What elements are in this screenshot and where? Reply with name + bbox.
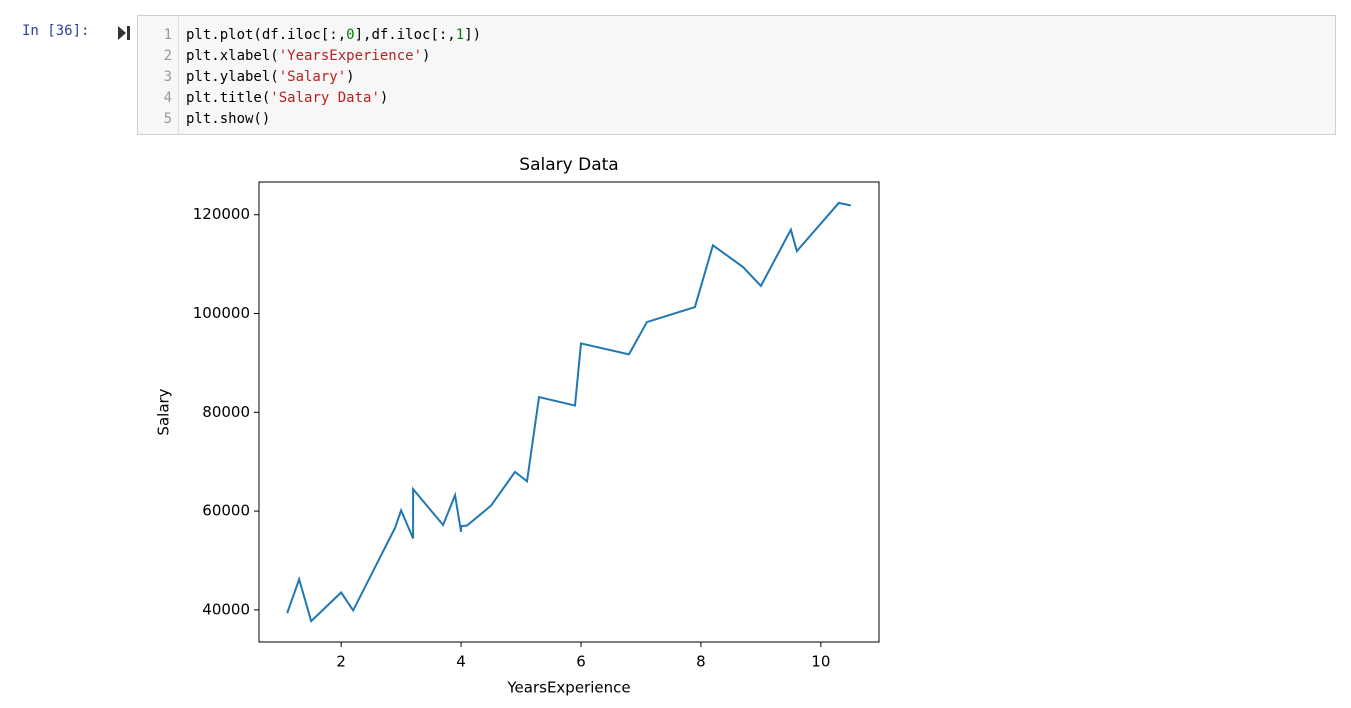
x-tick-label: 8 — [696, 653, 706, 671]
code-token: plt.ylabel( — [186, 69, 279, 85]
code-token: ) — [346, 69, 355, 85]
line-number: 5 — [163, 111, 172, 127]
line-number: 3 — [163, 69, 172, 85]
code-line: plt.show() — [186, 109, 481, 130]
data-line — [286, 201, 852, 623]
code-token: 'Salary Data' — [270, 90, 380, 106]
code-editor[interactable]: plt.plot(df.iloc[:,0],df.iloc[:,1]) plt.x… — [186, 25, 481, 130]
chart-title: Salary Data — [519, 155, 618, 175]
y-tick-label: 120000 — [193, 205, 250, 223]
x-axis-label: YearsExperience — [506, 679, 630, 697]
y-tick-label: 80000 — [202, 403, 250, 421]
code-line: plt.ylabel('Salary') — [186, 67, 481, 88]
y-tick-label: 60000 — [202, 502, 250, 520]
code-line: plt.title('Salary Data') — [186, 88, 481, 109]
code-token: 'YearsExperience' — [278, 48, 423, 64]
plot-frame — [258, 181, 880, 643]
x-tick-label: 4 — [456, 653, 466, 671]
x-tick-label: 6 — [576, 653, 586, 671]
line-number: 4 — [163, 90, 172, 106]
code-token: 1 — [455, 27, 465, 43]
x-tick-label: 10 — [811, 653, 830, 671]
code-token: ) — [422, 48, 431, 64]
line-number: 2 — [163, 48, 172, 64]
code-line: plt.xlabel('YearsExperience') — [186, 46, 481, 67]
line-gutter: 1 2 3 4 5 — [138, 16, 179, 134]
code-line: plt.plot(df.iloc[:,0],df.iloc[:,1]) — [186, 25, 481, 46]
y-tick-label: 100000 — [193, 304, 250, 322]
code-token: plt.show() — [186, 111, 271, 127]
code-token: ) — [379, 90, 389, 106]
cell-prompt: In [36]: — [22, 23, 90, 39]
code-token: plt.title( — [186, 90, 271, 106]
y-tick-label: 40000 — [202, 600, 250, 618]
code-token: plt.xlabel( — [186, 48, 279, 64]
code-token: 0 — [346, 27, 355, 43]
x-tick-label: 2 — [336, 653, 346, 671]
code-token: ],df.iloc[:, — [354, 27, 456, 43]
code-token: plt.plot(df.iloc[:, — [186, 27, 347, 43]
code-token: 'Salary' — [278, 69, 347, 85]
run-button[interactable] — [117, 25, 131, 41]
y-axis-label: Salary — [155, 388, 173, 435]
code-token: ]) — [464, 27, 482, 43]
line-number: 1 — [163, 27, 172, 43]
